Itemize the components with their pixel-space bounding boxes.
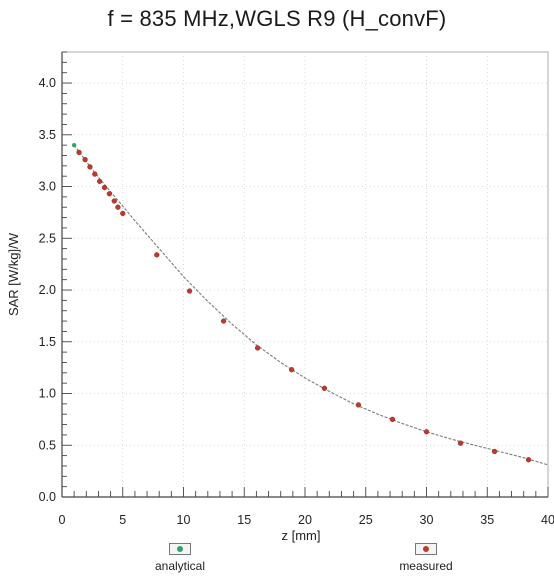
- legend-measured-dot: [423, 546, 429, 552]
- x-tick-label: 15: [237, 513, 251, 527]
- x-tick-label: 25: [359, 513, 373, 527]
- y-tick-label: 0.0: [39, 490, 56, 504]
- x-tick-label: 35: [480, 513, 494, 527]
- measured-point: [101, 184, 108, 191]
- measured-point: [154, 252, 160, 258]
- measured-point: [97, 178, 103, 185]
- measured-point: [120, 210, 126, 217]
- y-tick-label: 1.0: [39, 387, 56, 401]
- y-axis-label: SAR [W/kg]/W: [6, 232, 21, 316]
- legend-measured: measured: [386, 543, 466, 573]
- measured-point: [321, 385, 328, 391]
- measured-point: [491, 448, 498, 455]
- analytical-point: [71, 142, 77, 148]
- measured-point: [254, 345, 261, 351]
- measured-point: [111, 198, 117, 204]
- legend-measured-swatch: [415, 543, 437, 555]
- x-tick-label: 5: [119, 513, 126, 527]
- measured-point: [457, 440, 464, 446]
- measured-point: [82, 156, 88, 163]
- measured-point: [92, 171, 98, 177]
- measured-point: [525, 457, 532, 463]
- measured-point: [76, 149, 82, 156]
- legend-analytical-swatch: [169, 543, 191, 555]
- x-tick-label: 10: [177, 513, 191, 527]
- x-tick-label: 20: [298, 513, 312, 527]
- chart-title: f = 835 MHz,WGLS R9 (H_convF): [107, 6, 447, 31]
- measured-point: [106, 191, 113, 197]
- measured-point: [423, 429, 430, 435]
- legend-analytical-dot: [177, 546, 183, 552]
- x-tick-label: 0: [59, 513, 66, 527]
- legend-analytical: analytical: [140, 543, 220, 573]
- y-tick-label: 2.5: [39, 231, 56, 245]
- measured-point: [288, 367, 295, 373]
- measured-point: [355, 402, 362, 408]
- legend-measured-label: measured: [399, 559, 453, 573]
- y-tick-label: 0.5: [39, 438, 56, 452]
- x-tick-label: 30: [420, 513, 434, 527]
- measured-point: [115, 204, 121, 210]
- measured-point: [186, 288, 193, 294]
- measured-point: [87, 164, 93, 170]
- legend-analytical-label: analytical: [154, 559, 206, 573]
- measured-point: [220, 318, 227, 324]
- y-tick-label: 3.0: [39, 180, 56, 194]
- y-tick-label: 2.0: [39, 283, 56, 297]
- measured-point: [389, 416, 396, 423]
- x-tick-label: 40: [541, 513, 554, 527]
- y-tick-label: 4.0: [39, 76, 56, 90]
- x-axis-label: z [mm]: [282, 528, 321, 543]
- y-tick-label: 1.5: [39, 335, 56, 349]
- plot-frame: [61, 51, 549, 498]
- y-tick-label: 3.5: [39, 128, 56, 142]
